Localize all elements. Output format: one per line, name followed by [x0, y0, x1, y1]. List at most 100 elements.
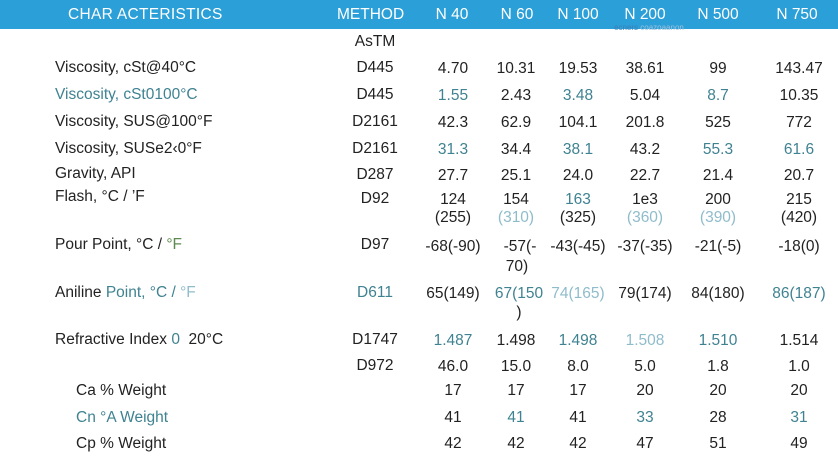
row-value: 8.7	[707, 87, 729, 104]
header-method: METHOD	[337, 6, 405, 23]
row-value: 8.0	[567, 358, 589, 375]
row-value: 17	[569, 382, 587, 399]
row-method: D2161	[352, 140, 398, 157]
header-footnote: ecners coazoaanon	[614, 23, 684, 32]
row-value: 43.2	[629, 141, 661, 158]
row-value: 25.1	[500, 167, 532, 184]
row-value: 65(149)	[426, 285, 480, 302]
row-value: 51	[709, 435, 727, 452]
row-value: 10.31	[496, 60, 536, 77]
row-value: 20	[790, 382, 808, 399]
row-value: 42	[569, 435, 587, 452]
row-label: Cn °A Weight	[76, 409, 169, 426]
row-label: Ca % Weight	[76, 382, 167, 399]
row-value: 47	[636, 435, 654, 452]
row-value: 99	[709, 60, 727, 77]
row-value: 154	[503, 191, 529, 208]
row-value: 42	[444, 435, 462, 452]
row-value: 10.35	[779, 87, 819, 104]
row-label: Aniline Point, °C / °F	[55, 284, 196, 301]
row-method: D1747	[352, 331, 398, 348]
row-value-secondary: (255)	[434, 209, 472, 226]
row-value: 1e3	[632, 191, 658, 208]
row-value: 24.0	[562, 167, 594, 184]
row-value: 79(174)	[618, 285, 672, 302]
row-value: 33	[636, 409, 654, 426]
row-value: 38.1	[562, 141, 594, 158]
row-value-wrap: )	[516, 304, 522, 321]
row-value-secondary: (360)	[626, 209, 664, 226]
row-value: 42	[507, 435, 525, 452]
row-method: D445	[356, 86, 394, 103]
row-value: 74(165)	[551, 285, 605, 302]
row-value: 5.0	[634, 358, 656, 375]
row-value: -37(-35)	[617, 238, 673, 255]
header-grade-n750: N 750	[776, 6, 818, 23]
row-value: 41	[507, 409, 525, 426]
row-label: Pour Point, °C / °F	[55, 236, 182, 253]
header-grade-n100: N 100	[557, 6, 599, 23]
row-value: 27.7	[437, 167, 469, 184]
row-value: 62.9	[500, 114, 532, 131]
row-value: 2.43	[500, 87, 532, 104]
row-method: D92	[360, 190, 390, 207]
row-value: 200	[705, 191, 731, 208]
row-method: D287	[356, 166, 394, 183]
row-value: 61.6	[783, 141, 815, 158]
row-value: 86(187)	[772, 285, 826, 302]
row-value: 1.487	[433, 332, 473, 349]
row-value: 38.61	[625, 60, 665, 77]
row-value: -43(-45)	[550, 238, 606, 255]
row-value-wrap: 70)	[505, 258, 529, 275]
row-value: 215	[786, 191, 812, 208]
row-value: 28	[709, 409, 727, 426]
row-value: 41	[569, 409, 587, 426]
row-value-secondary: (310)	[497, 209, 535, 226]
row-method: D445	[356, 59, 394, 76]
row-value: 19.53	[558, 60, 598, 77]
row-label: Viscosity, cSt@40°C	[55, 59, 197, 76]
row-value: 1.498	[496, 332, 536, 349]
row-value: 20	[636, 382, 654, 399]
row-value: 34.4	[500, 141, 532, 158]
row-value: 20	[709, 382, 727, 399]
row-value: 41	[444, 409, 462, 426]
row-value: 3.48	[562, 87, 594, 104]
row-label: Viscosity, SUS@100°F	[55, 113, 213, 130]
row-label: Flash, °C / ’F	[55, 188, 145, 205]
row-value: 22.7	[629, 167, 661, 184]
row-value: 17	[507, 382, 525, 399]
row-label: Viscosity, SUSe2‹0°F	[55, 140, 202, 157]
row-value: 1.510	[698, 332, 738, 349]
row-value: 104.1	[558, 114, 598, 131]
row-value: 31	[790, 409, 808, 426]
row-value: -18(0)	[778, 238, 820, 255]
row-value: 55.3	[702, 141, 734, 158]
row-value: -21(-5)	[694, 238, 742, 255]
row-value: 4.70	[437, 60, 469, 77]
row-value: 5.04	[629, 87, 661, 104]
header-grade-n200: N 200	[624, 6, 666, 23]
row-value: 1.0	[788, 358, 810, 375]
row-method: D611	[357, 284, 393, 301]
row-method: D2161	[352, 113, 398, 130]
row-value-secondary: (420)	[780, 209, 818, 226]
row-value: 201.8	[625, 114, 665, 131]
row-value: -57(-	[503, 238, 537, 255]
row-value: 525	[705, 114, 731, 131]
row-value: 42.3	[437, 114, 469, 131]
row-label: Viscosity, cSt0100°C	[55, 86, 198, 103]
row-value: 1.55	[437, 87, 469, 104]
row-value: 772	[786, 114, 812, 131]
row-value: 21.4	[702, 167, 734, 184]
row-value: 84(180)	[691, 285, 745, 302]
row-value: 124	[440, 191, 466, 208]
row-method: D97	[360, 236, 390, 253]
row-value: 15.0	[500, 358, 532, 375]
row-value: 1.498	[558, 332, 598, 349]
row-value: 163	[565, 191, 591, 208]
row-value: 31.3	[437, 141, 469, 158]
row-value: 20.7	[783, 167, 815, 184]
row-value: 1.8	[707, 358, 729, 375]
row-method: D972	[356, 357, 394, 374]
